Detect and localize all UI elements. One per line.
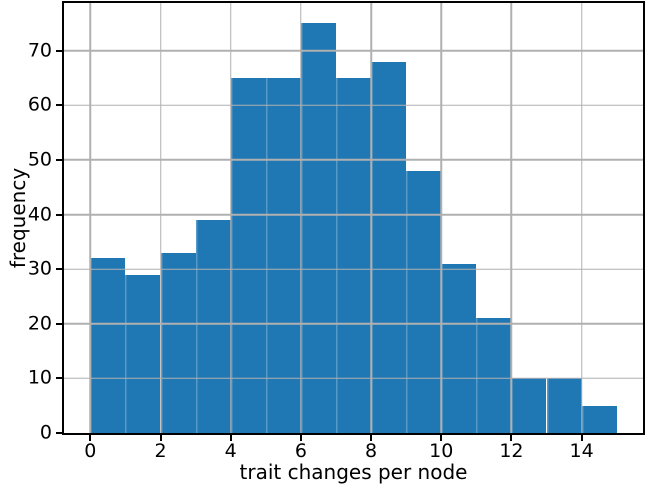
histogram-bar	[90, 258, 126, 433]
y-tick-mark	[56, 104, 62, 107]
y-tick-label: 60	[27, 93, 52, 116]
plot-area: trait changes per node frequency 0 2 4 6 8 10…	[6, 3, 643, 484]
x-tick-label: 8	[364, 440, 378, 462]
x-tick-mark	[89, 435, 92, 441]
x-tick-mark	[370, 435, 373, 441]
histogram-bar	[160, 252, 196, 433]
histogram-bar	[230, 78, 266, 433]
x-tick-mark	[299, 435, 302, 441]
histogram-bar	[546, 378, 582, 433]
x-tick-mark	[510, 435, 513, 441]
histogram-bar	[371, 61, 407, 433]
histogram-bar	[300, 23, 336, 433]
y-tick-mark	[56, 268, 62, 271]
x-tick-label: 2	[154, 440, 167, 462]
histogram-bar	[125, 274, 161, 433]
histogram-bar	[511, 378, 547, 433]
x-tick-label: 12	[499, 440, 524, 462]
histogram-bar	[195, 220, 231, 433]
histogram-bar	[335, 78, 372, 433]
x-tick-label: 4	[224, 440, 237, 462]
x-tick-mark	[580, 435, 583, 441]
x-tick-label: 14	[569, 440, 594, 462]
y-tick-mark	[56, 432, 62, 434]
histogram-bar	[441, 263, 477, 433]
x-tick-mark	[229, 435, 232, 441]
y-tick-mark	[56, 322, 62, 325]
x-axis-label: trait changes per node	[239, 460, 468, 484]
y-tick-label: 20	[27, 312, 52, 335]
y-tick-label: 50	[27, 148, 52, 171]
y-tick-mark	[56, 49, 62, 52]
x-tick-label: 6	[294, 440, 307, 462]
histogram-bar	[265, 78, 301, 433]
histogram-bar	[406, 170, 442, 433]
y-tick-label: 30	[27, 257, 52, 280]
y-tick-mark	[56, 213, 62, 216]
y-tick-mark	[56, 377, 62, 380]
y-tick-label: 0	[39, 421, 52, 444]
y-tick-mark	[56, 158, 62, 161]
x-tick-label: 0	[84, 440, 97, 462]
histogram-bar	[476, 318, 512, 433]
histogram-bar	[581, 405, 617, 433]
y-tick-label: 40	[27, 203, 52, 226]
x-tick-mark	[159, 435, 162, 441]
bars-layer	[64, 3, 643, 433]
x-tick-label: 10	[429, 440, 454, 462]
y-tick-label: 70	[27, 39, 52, 62]
x-tick-mark	[440, 435, 443, 441]
y-tick-label: 10	[27, 366, 52, 389]
y-axis-label: frequency	[6, 167, 30, 269]
